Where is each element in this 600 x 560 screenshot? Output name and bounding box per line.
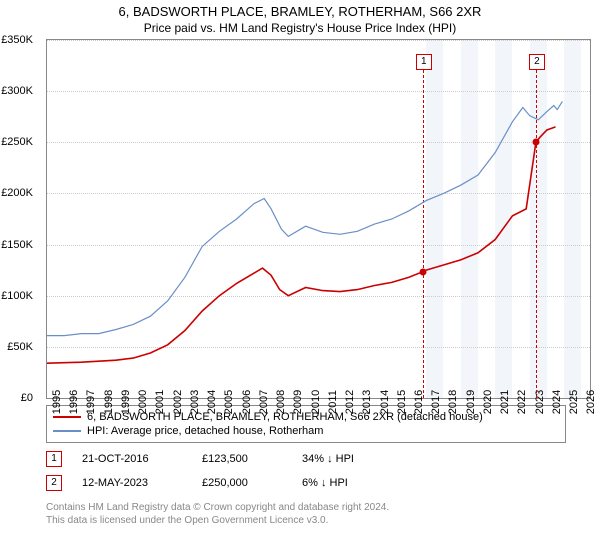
- y-axis-tick: £100K: [0, 290, 33, 302]
- y-axis-tick: £0: [0, 392, 33, 404]
- legend-item-hpi: HPI: Average price, detached house, Roth…: [53, 424, 559, 438]
- y-axis-tick: £50K: [0, 341, 33, 353]
- y-axis-tick: £200K: [0, 187, 33, 199]
- sale-row-1: 1 21-OCT-2016 £123,500 34% ↓ HPI: [46, 451, 600, 467]
- sale-diff-1: 34% ↓ HPI: [302, 453, 402, 465]
- sale-marker-2: 2: [46, 475, 62, 491]
- series-hpi: [47, 101, 562, 335]
- sale-dot: [532, 139, 539, 146]
- sale-date-2: 12-MAY-2023: [82, 477, 182, 489]
- footer-text: Contains HM Land Registry data © Crown c…: [46, 501, 600, 527]
- sale-marker-1: 1: [46, 451, 62, 467]
- chart-plot-area: £0£50K£100K£150K£200K£250K£300K£350K1995…: [46, 39, 591, 399]
- legend-swatch-hpi: [53, 430, 81, 432]
- sale-row-2: 2 12-MAY-2023 £250,000 6% ↓ HPI: [46, 475, 600, 491]
- sale-price-1: £123,500: [202, 453, 282, 465]
- legend-label-hpi: HPI: Average price, detached house, Roth…: [87, 425, 323, 437]
- footer-line-2: This data is licensed under the Open Gov…: [46, 514, 600, 527]
- chart-title: 6, BADSWORTH PLACE, BRAMLEY, ROTHERHAM, …: [0, 0, 600, 19]
- chart-subtitle: Price paid vs. HM Land Registry's House …: [0, 19, 600, 39]
- legend-swatch-price: [53, 416, 81, 418]
- y-axis-tick: £300K: [0, 85, 33, 97]
- chart-lines: [47, 40, 590, 398]
- sale-date-1: 21-OCT-2016: [82, 453, 182, 465]
- sale-diff-2: 6% ↓ HPI: [302, 477, 402, 489]
- sale-dot: [419, 268, 426, 275]
- sale-price-2: £250,000: [202, 477, 282, 489]
- y-axis-tick: £350K: [0, 34, 33, 46]
- y-axis-tick: £150K: [0, 239, 33, 251]
- footer-line-1: Contains HM Land Registry data © Crown c…: [46, 501, 600, 514]
- y-axis-tick: £250K: [0, 136, 33, 148]
